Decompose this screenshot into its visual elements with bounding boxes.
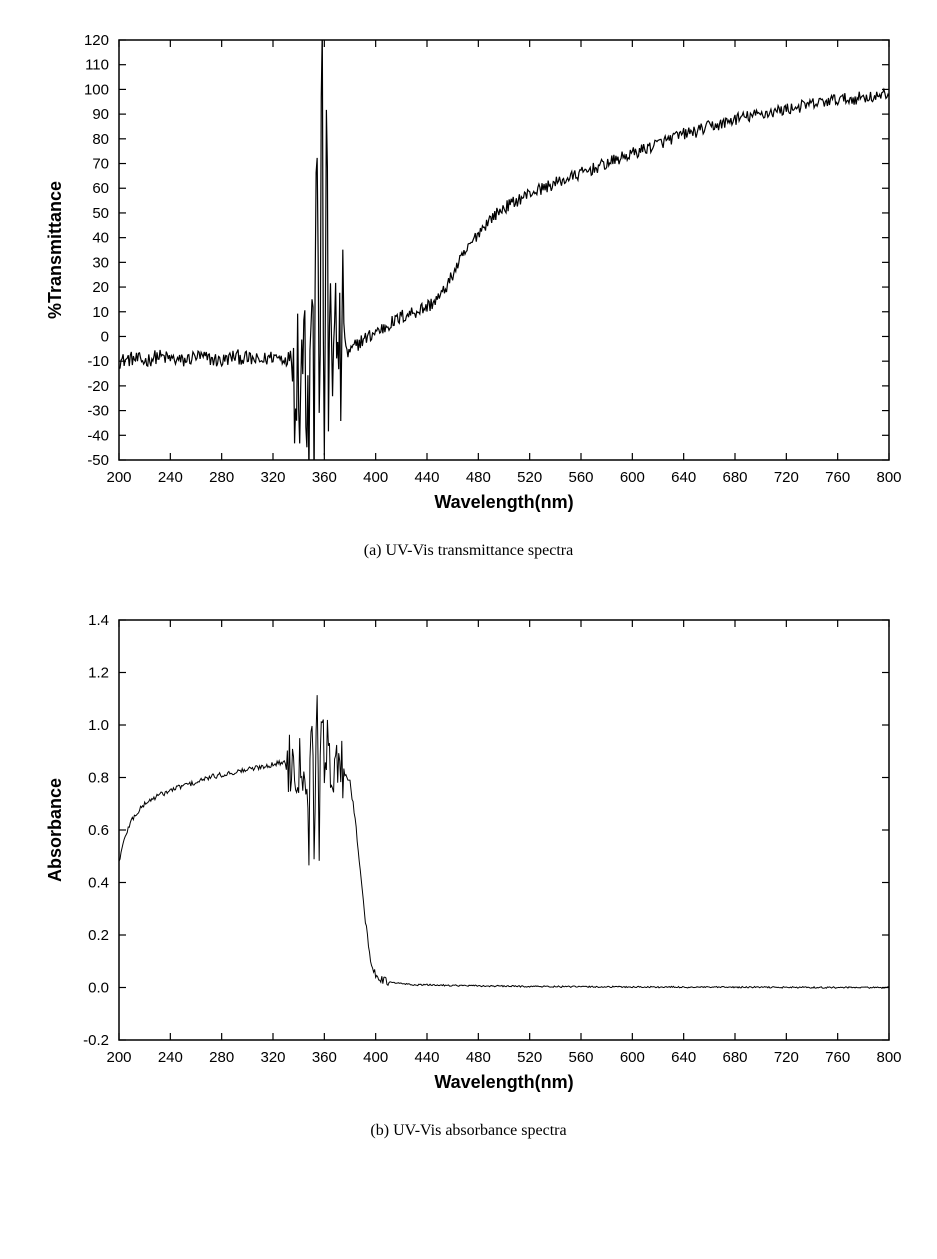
svg-text:640: 640 xyxy=(671,1049,696,1066)
svg-text:600: 600 xyxy=(619,1049,644,1066)
svg-text:1.2: 1.2 xyxy=(88,665,109,682)
svg-text:100: 100 xyxy=(83,81,108,98)
svg-text:70: 70 xyxy=(92,156,109,173)
svg-text:240: 240 xyxy=(157,469,182,486)
svg-text:720: 720 xyxy=(773,469,798,486)
svg-text:110: 110 xyxy=(85,57,109,74)
svg-text:60: 60 xyxy=(92,180,109,197)
svg-text:-30: -30 xyxy=(87,403,109,420)
svg-text:0: 0 xyxy=(100,328,108,345)
chart-b-container: 200 240 280 320 360 400 440 480 520 560 600 640 680 7… xyxy=(20,600,917,1140)
svg-text:0.4: 0.4 xyxy=(88,875,109,892)
svg-text:680: 680 xyxy=(722,469,747,486)
svg-text:720: 720 xyxy=(773,1049,798,1066)
svg-text:280: 280 xyxy=(209,1049,234,1066)
svg-text:80: 80 xyxy=(92,131,109,148)
svg-text:-10: -10 xyxy=(87,353,109,370)
svg-text:240: 240 xyxy=(157,1049,182,1066)
svg-text:0.2: 0.2 xyxy=(88,927,109,944)
svg-text:760: 760 xyxy=(825,469,850,486)
svg-text:360: 360 xyxy=(311,469,336,486)
svg-text:-20: -20 xyxy=(87,378,109,395)
svg-text:10: 10 xyxy=(92,304,109,321)
svg-text:560: 560 xyxy=(568,469,593,486)
svg-text:280: 280 xyxy=(209,469,234,486)
svg-text:%Transmittance: %Transmittance xyxy=(45,181,65,319)
svg-text:-40: -40 xyxy=(87,427,109,444)
svg-text:360: 360 xyxy=(311,1049,336,1066)
svg-text:560: 560 xyxy=(568,1049,593,1066)
svg-text:200: 200 xyxy=(106,1049,131,1066)
svg-text:800: 800 xyxy=(876,1049,901,1066)
svg-text:1.0: 1.0 xyxy=(88,717,109,734)
svg-text:520: 520 xyxy=(517,469,542,486)
svg-text:480: 480 xyxy=(465,1049,490,1066)
svg-text:440: 440 xyxy=(414,1049,439,1066)
svg-text:440: 440 xyxy=(414,469,439,486)
svg-text:680: 680 xyxy=(722,1049,747,1066)
svg-text:480: 480 xyxy=(465,469,490,486)
svg-text:760: 760 xyxy=(825,1049,850,1066)
svg-text:1.4: 1.4 xyxy=(88,612,109,629)
svg-text:400: 400 xyxy=(363,1049,388,1066)
svg-text:-0.2: -0.2 xyxy=(83,1032,109,1049)
svg-text:0.6: 0.6 xyxy=(88,822,109,839)
svg-text:20: 20 xyxy=(92,279,109,296)
chart-b-svg: 200 240 280 320 360 400 440 480 520 560 600 640 680 7… xyxy=(29,600,909,1110)
svg-text:120: 120 xyxy=(83,32,108,49)
svg-text:600: 600 xyxy=(619,469,644,486)
chart-a-caption: (a) UV-Vis transmittance spectra xyxy=(20,542,917,560)
svg-text:Wavelength(nm): Wavelength(nm) xyxy=(434,1072,573,1092)
svg-text:90: 90 xyxy=(92,106,109,123)
svg-text:0.8: 0.8 xyxy=(88,770,109,787)
chart-b-caption: (b) UV-Vis absorbance spectra xyxy=(20,1122,917,1140)
svg-text:0.0: 0.0 xyxy=(88,980,109,997)
svg-text:320: 320 xyxy=(260,469,285,486)
svg-text:40: 40 xyxy=(92,230,109,247)
svg-text:-50: -50 xyxy=(87,452,109,469)
svg-text:30: 30 xyxy=(92,254,109,271)
svg-text:Absorbance: Absorbance xyxy=(45,778,65,882)
svg-text:Wavelength(nm): Wavelength(nm) xyxy=(434,492,573,512)
svg-text:800: 800 xyxy=(876,469,901,486)
svg-text:320: 320 xyxy=(260,1049,285,1066)
svg-text:200: 200 xyxy=(106,469,131,486)
chart-a-svg: 2002402803203604004404805205606006406807… xyxy=(29,20,909,530)
svg-text:640: 640 xyxy=(671,469,696,486)
svg-text:400: 400 xyxy=(363,469,388,486)
chart-a-container: 2002402803203604004404805205606006406807… xyxy=(20,20,917,560)
svg-text:520: 520 xyxy=(517,1049,542,1066)
svg-text:50: 50 xyxy=(92,205,109,222)
